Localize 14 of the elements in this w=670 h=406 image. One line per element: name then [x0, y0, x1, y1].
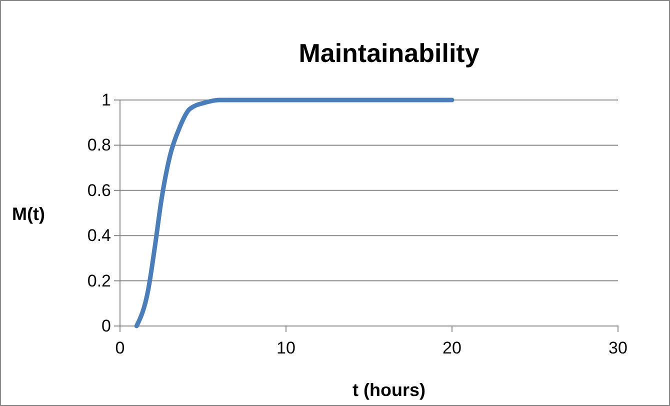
y-tick-label: 0.2: [87, 271, 111, 290]
x-tick-label: 20: [442, 338, 462, 358]
x-tick-label: 10: [276, 338, 296, 358]
y-tick-label: 0: [102, 316, 111, 336]
y-tick-label: 0.6: [87, 180, 111, 200]
y-tick-label: 0.8: [87, 136, 111, 155]
chart-title: Maintainability: [298, 38, 480, 68]
x-tick-label: 0: [115, 338, 125, 358]
line-series: [134, 98, 454, 328]
y-tick-label: 0.4: [87, 226, 111, 246]
y-axis-title: M(t): [12, 204, 45, 224]
x-tick-label: 30: [608, 338, 628, 358]
y-tick-label: 1: [102, 90, 111, 110]
x-axis-title: t (hours): [352, 380, 426, 400]
